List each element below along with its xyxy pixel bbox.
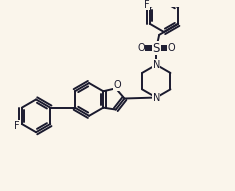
Text: O: O [168,43,176,53]
Text: N: N [153,60,160,70]
Text: F: F [14,121,20,131]
Text: O: O [114,80,121,91]
Text: O: O [137,43,145,53]
Text: N: N [153,92,160,103]
Text: S: S [153,42,160,55]
Text: F: F [144,0,150,10]
